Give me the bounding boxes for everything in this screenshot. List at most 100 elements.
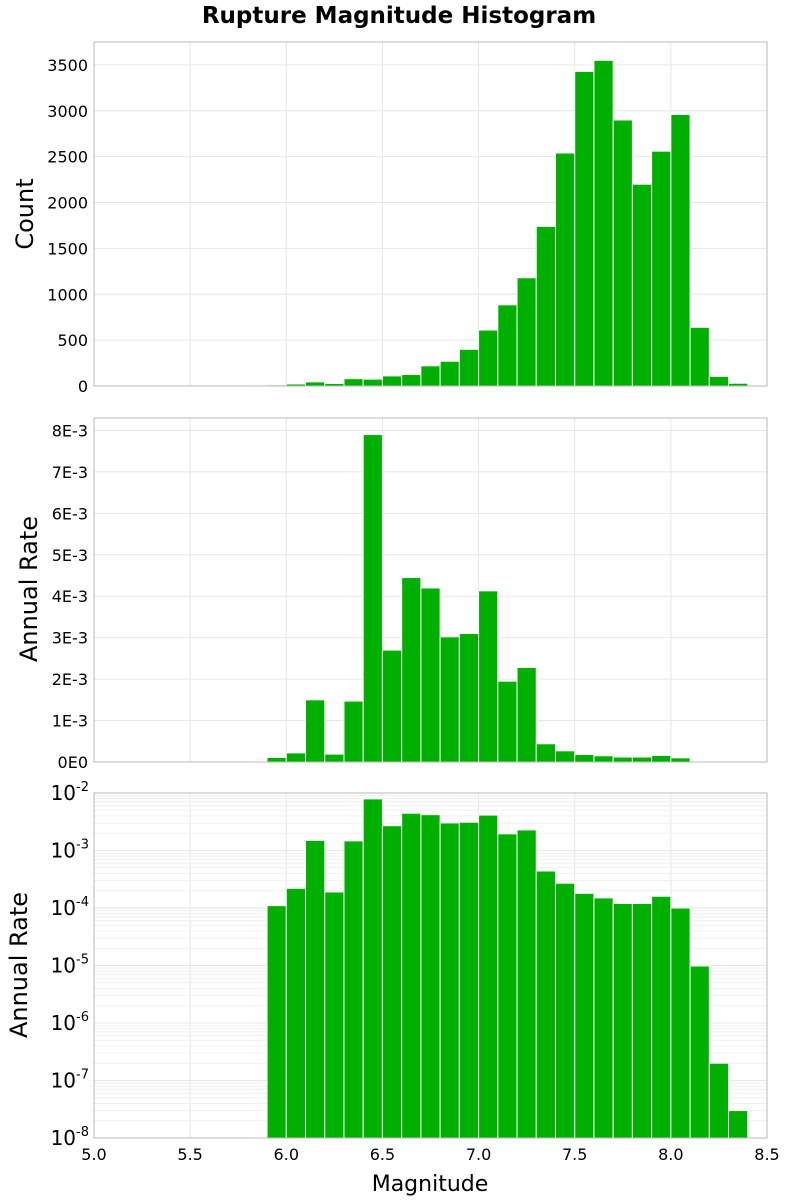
plot-frame — [93, 41, 768, 387]
histogram-bar — [593, 59, 614, 387]
histogram-bar — [285, 752, 307, 763]
histogram-bar — [401, 577, 422, 763]
histogram-bar — [554, 152, 576, 387]
histogram-bar — [535, 743, 556, 763]
histogram-bar — [343, 700, 364, 763]
histogram-bar — [554, 750, 576, 763]
histogram-bar — [631, 183, 653, 387]
histogram-bar — [574, 754, 595, 763]
histogram-bar — [362, 798, 383, 1139]
y-tick-label: 0 — [78, 377, 88, 396]
y-tick-label: 5E-3 — [52, 546, 88, 565]
annual-rate-linear-y-axis-label: Annual Rate — [15, 516, 43, 662]
histogram-bar — [651, 150, 672, 387]
histogram-bar — [439, 636, 460, 763]
y-tick-label: 7E-3 — [52, 463, 88, 482]
histogram-bar — [458, 348, 480, 387]
x-tick-label: 5.0 — [81, 1145, 106, 1164]
y-tick-label: 1500 — [47, 239, 88, 258]
y-tick-label: 0E0 — [58, 753, 88, 772]
y-tick-label: 2E-3 — [52, 670, 88, 689]
y-tick-label: 500 — [57, 331, 88, 350]
histogram-bar — [305, 381, 326, 387]
histogram-bar — [401, 812, 422, 1139]
y-tick-label: 3000 — [47, 102, 88, 121]
histogram-bar — [728, 1110, 749, 1139]
x-tick-label: 8.5 — [754, 1145, 779, 1164]
histogram-bar — [420, 365, 441, 387]
histogram-bar — [554, 882, 576, 1139]
x-axis-label: Magnitude — [372, 1172, 489, 1197]
histogram-bar — [324, 753, 345, 763]
x-tick-labels: 5.0 5.5 6.0 6.5 7.0 7.5 8.0 8.5 — [81, 1145, 779, 1164]
y-tick-label: 10-8 — [51, 1125, 89, 1150]
histogram-bar — [305, 699, 326, 763]
y-tick-labels: 0E0 1E-3 2E-3 3E-3 4E-3 5E-3 6E-3 7E-3 8E-3 — [52, 421, 88, 772]
histogram-bar — [478, 814, 499, 1139]
histogram-bar — [266, 905, 287, 1139]
y-tick-label: 10-6 — [51, 1010, 89, 1035]
histogram-bar — [651, 895, 672, 1139]
histogram-bar — [305, 839, 326, 1139]
y-tick-label: 2500 — [47, 148, 88, 167]
histogram-bar — [631, 902, 653, 1139]
y-tick-labels: 0 500 1000 1500 2000 2500 3000 3500 — [47, 56, 88, 396]
histogram-bar — [343, 840, 364, 1139]
histogram-bar — [478, 329, 499, 387]
histogram-bar — [266, 756, 287, 763]
x-tick-label: 6.0 — [274, 1145, 299, 1164]
x-tick-label: 6.5 — [370, 1145, 395, 1164]
chart-title: Rupture Magnitude Histogram — [202, 3, 596, 29]
svg-text:Annual Rate: Annual Rate — [5, 892, 33, 1038]
histogram-bar — [574, 892, 595, 1139]
histogram-bar — [381, 825, 403, 1139]
histogram-bar — [458, 633, 480, 763]
histogram-bar — [420, 587, 441, 763]
histogram-bar — [516, 667, 537, 763]
y-tick-label: 6E-3 — [52, 504, 88, 523]
annual-rate-log-y-axis-label: Annual Rate — [5, 892, 33, 1038]
y-tick-label: 1E-3 — [52, 712, 88, 731]
histogram-bar — [708, 375, 730, 387]
y-tick-label: 3E-3 — [52, 629, 88, 648]
histogram-bar — [516, 829, 537, 1139]
histogram-bar — [535, 225, 556, 387]
histogram-bar — [689, 326, 710, 387]
bars — [266, 434, 749, 763]
y-tick-label: 10-4 — [51, 895, 89, 920]
svg-text:Annual Rate: Annual Rate — [15, 516, 43, 662]
y-tick-label: 10-3 — [51, 838, 89, 863]
histogram-bar — [285, 887, 307, 1139]
histogram-bar — [612, 756, 633, 763]
histogram-bar — [343, 378, 364, 387]
histogram-bar — [574, 70, 595, 387]
histogram-bar — [708, 1062, 730, 1139]
y-tick-label: 4E-3 — [52, 587, 88, 606]
x-tick-label: 8.0 — [658, 1145, 683, 1164]
histogram-bar — [381, 649, 403, 763]
histogram-bar — [670, 757, 691, 763]
histogram-bar — [631, 756, 653, 763]
x-tick-label: 7.0 — [466, 1145, 491, 1164]
histogram-bar — [612, 902, 633, 1139]
y-tick-label: 10-7 — [51, 1068, 89, 1093]
histogram-bar — [458, 821, 480, 1139]
y-tick-label: 1000 — [47, 285, 88, 304]
y-tick-label: 2000 — [47, 194, 88, 213]
histogram-bar — [497, 833, 518, 1139]
bars — [266, 798, 749, 1139]
histogram-bar — [670, 907, 691, 1139]
histogram-bar — [651, 754, 672, 763]
histogram-bar — [689, 965, 710, 1139]
histogram-bar — [439, 360, 460, 387]
histogram-bar — [324, 891, 345, 1139]
histogram-bar — [593, 897, 614, 1139]
histogram-bar — [381, 375, 403, 387]
histogram-bar — [497, 680, 518, 763]
count-histogram-panel: 0 500 1000 1500 2000 2500 3000 3500 — [47, 41, 768, 396]
svg-text:Count: Count — [11, 178, 39, 249]
x-tick-label: 7.5 — [562, 1145, 587, 1164]
y-tick-label: 10-2 — [51, 780, 89, 805]
histogram-bar — [439, 822, 460, 1139]
